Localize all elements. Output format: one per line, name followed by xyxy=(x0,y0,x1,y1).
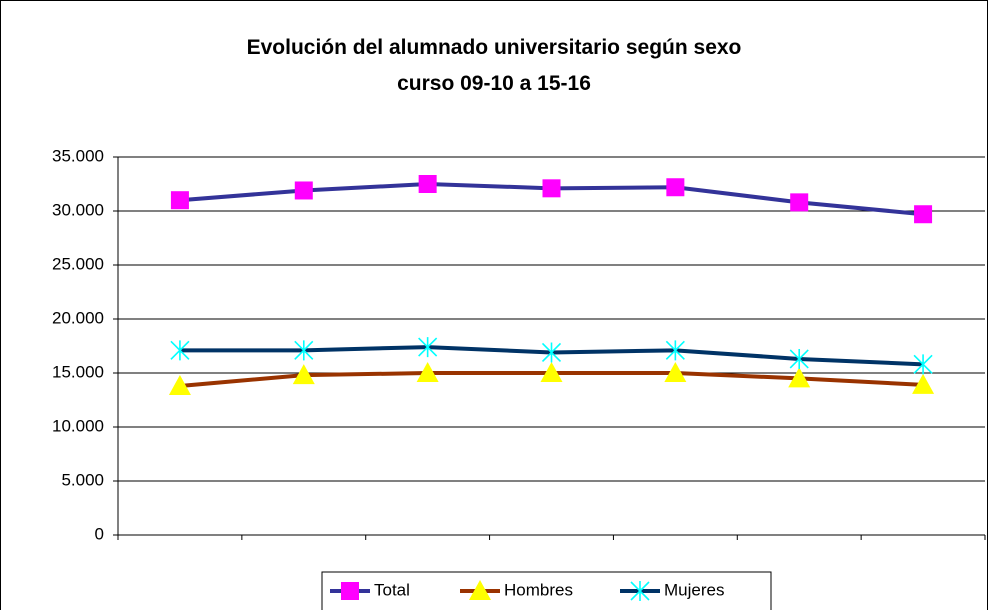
marker xyxy=(540,362,563,382)
marker xyxy=(418,175,437,193)
marker xyxy=(665,340,685,361)
legend-box xyxy=(321,571,772,610)
marker xyxy=(790,193,809,212)
marker xyxy=(666,178,685,197)
marker xyxy=(788,367,811,388)
y-tick-label: 15.000 xyxy=(52,362,104,381)
marker xyxy=(294,181,313,200)
marker xyxy=(542,179,561,198)
marker xyxy=(294,340,314,361)
y-tick-label: 35.000 xyxy=(52,146,104,165)
y-tick-label: 10.000 xyxy=(52,416,104,435)
marker xyxy=(292,364,315,385)
marker xyxy=(914,205,933,224)
marker xyxy=(789,348,809,369)
marker xyxy=(541,342,562,363)
marker xyxy=(913,354,933,375)
y-tick-label: 0 xyxy=(95,524,104,543)
marker xyxy=(630,581,650,601)
marker xyxy=(469,580,491,600)
series xyxy=(170,337,933,375)
legend-label: Mujeres xyxy=(664,580,724,599)
marker xyxy=(912,373,935,394)
legend-label: Hombres xyxy=(504,580,573,599)
marker xyxy=(416,362,439,382)
series xyxy=(170,175,933,224)
marker xyxy=(170,191,189,210)
marker xyxy=(418,337,438,358)
chart-title: Evolución del alumnado universitario seg… xyxy=(246,36,742,95)
y-tick-label: 20.000 xyxy=(52,308,104,327)
y-tick-label: 25.000 xyxy=(52,254,104,273)
y-tick-label: 5.000 xyxy=(61,470,104,489)
y-tick-label: 30.000 xyxy=(52,200,104,219)
marker xyxy=(168,374,191,395)
series xyxy=(168,362,935,395)
legend: Total Hombres Mujeres xyxy=(321,571,772,610)
marker xyxy=(664,362,687,382)
legend-label: Total xyxy=(374,580,410,599)
marker xyxy=(341,582,359,600)
marker xyxy=(170,340,190,361)
